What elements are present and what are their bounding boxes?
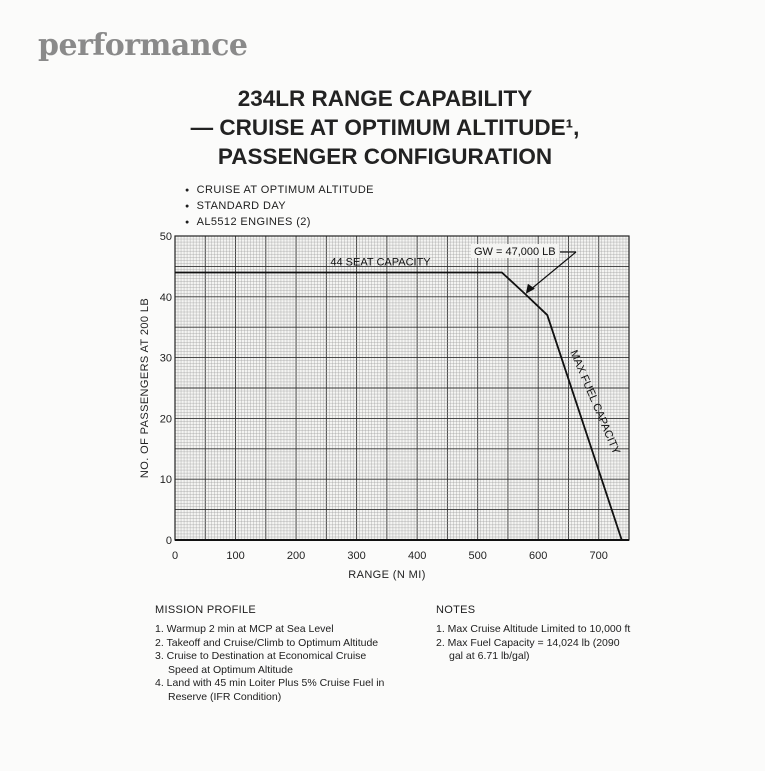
y-tick-label: 50 [160, 231, 172, 243]
y-tick-label: 30 [160, 353, 172, 365]
condition-item: AL5512 ENGINES (2) [185, 215, 374, 231]
range-chart: 0 100 200 300 400 500 600 700 0 10 20 30 40 50 RANGE (… [139, 231, 630, 581]
mission-item: 1. Warmup 2 min at MCP at Sea Level [155, 623, 334, 635]
chart-title: 234LR RANGE CAPABILITY — CRUISE AT OPTIM… [150, 84, 620, 171]
note-item: 2. Max Fuel Capacity = 14,024 lb (2090 g… [436, 636, 620, 663]
annotation-bg [471, 244, 559, 258]
section-heading: performance [38, 28, 248, 63]
annotation-gross-weight: GW = 47,000 LB [474, 246, 556, 258]
x-axis-label: RANGE (N MI) [348, 569, 426, 581]
x-tick-label: 400 [408, 550, 426, 562]
arrow-line [527, 251, 577, 293]
mission-item: 3. Cruise to Destination at Economical C… [155, 650, 367, 676]
notes-heading: NOTES [436, 604, 476, 616]
y-tick-label: 0 [166, 535, 172, 547]
x-tick-label: 500 [468, 550, 486, 562]
y-tick-label: 10 [160, 474, 172, 486]
condition-item: CRUISE AT OPTIMUM ALTITUDE [185, 183, 374, 199]
note-item: 1. Max Cruise Altitude Limited to 10,000… [436, 623, 631, 635]
notes: NOTES 1. Max Cruise Altitude Limited to … [436, 604, 636, 664]
y-tick-label: 20 [160, 413, 172, 425]
x-tick-label: 100 [226, 550, 244, 562]
condition-item: STANDARD DAY [185, 199, 374, 215]
mission-heading: MISSION PROFILE [155, 604, 257, 616]
annotation-seat-capacity: 44 SEAT CAPACITY [330, 256, 431, 268]
arrow-head [525, 283, 535, 294]
mission-item: 2. Takeoff and Cruise/Climb to Optimum A… [155, 636, 379, 649]
conditions-list: CRUISE AT OPTIMUM ALTITUDE STANDARD DAY … [185, 183, 374, 231]
x-tick-label: 300 [347, 550, 365, 562]
y-tick-label: 40 [160, 292, 172, 304]
title-line: 234LR RANGE CAPABILITY [237, 86, 533, 111]
x-tick-label: 0 [172, 550, 178, 562]
mission-profile: MISSION PROFILE 1. Warmup 2 min at MCP a… [155, 604, 395, 705]
y-axis-label: NO. OF PASSENGERS AT 200 LB [139, 298, 151, 478]
mission-item: 4. Land with 45 min Loiter Plus 5% Cruis… [155, 677, 385, 703]
x-tick-label: 200 [287, 550, 305, 562]
series-line [175, 271, 623, 541]
title-line: — CRUISE AT OPTIMUM ALTITUDE¹, [190, 115, 580, 140]
x-tick-label: 700 [590, 550, 608, 562]
title-line: PASSENGER CONFIGURATION [217, 144, 553, 169]
x-tick-label: 600 [529, 550, 547, 562]
